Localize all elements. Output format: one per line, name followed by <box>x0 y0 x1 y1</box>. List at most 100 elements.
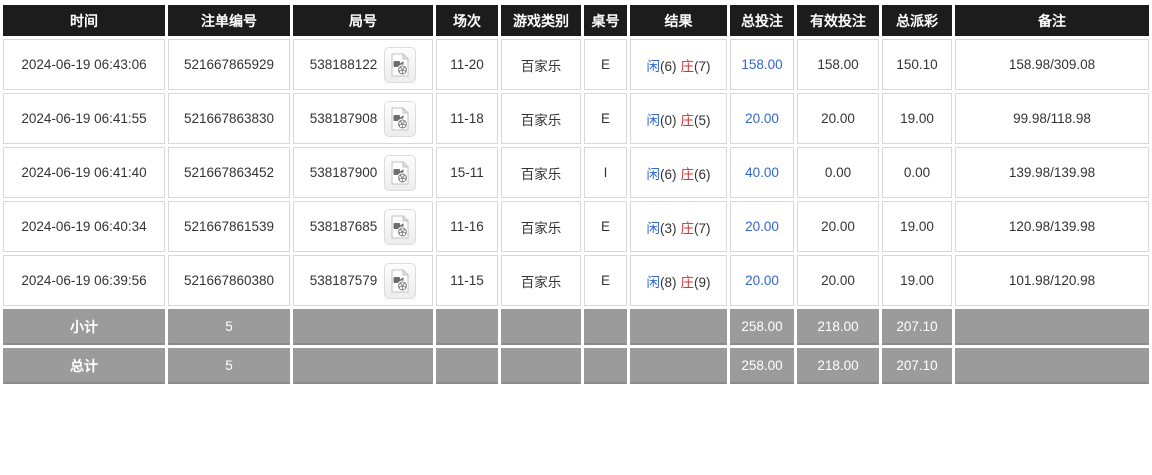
video-replay-button[interactable] <box>384 46 417 83</box>
total-bet-link[interactable]: 20.00 <box>745 219 779 234</box>
total-bet-link[interactable]: 158.00 <box>741 57 783 72</box>
cell-game-type: 百家乐 <box>501 201 581 252</box>
total-bet-link[interactable]: 20.00 <box>745 273 779 288</box>
cell-total-bet: 20.00 <box>730 93 794 144</box>
table-row: 2024-06-19 06:40:34 521667861539 5381876… <box>3 201 1149 252</box>
table-row: 2024-06-19 06:43:06 521667865929 5381881… <box>3 39 1149 90</box>
cell-result: 闲(8) 庄(9) <box>630 255 727 306</box>
video-replay-button[interactable] <box>384 208 417 245</box>
column-header-table-no: 桌号 <box>584 5 627 36</box>
subtotal-label: 小计 <box>3 309 165 345</box>
result-player-label: 闲 <box>646 274 661 290</box>
round-number: 538187579 <box>309 273 378 288</box>
cell-valid-bet: 158.00 <box>797 39 879 90</box>
cell-valid-bet: 20.00 <box>797 255 879 306</box>
cell-result: 闲(3) 庄(7) <box>630 201 727 252</box>
column-header-result: 结果 <box>630 5 727 36</box>
result-player-label: 闲 <box>646 166 661 182</box>
cell-session: 11-20 <box>436 39 498 90</box>
cell-game-type: 百家乐 <box>501 93 581 144</box>
video-file-icon <box>391 160 410 184</box>
cell-table-no: E <box>584 39 627 90</box>
video-replay-button[interactable] <box>384 154 417 191</box>
cell-total-bet: 20.00 <box>730 201 794 252</box>
grand-total-row: 总计 5 258.00 218.00 207.10 <box>3 348 1149 384</box>
grand-total-valid-bet: 218.00 <box>797 348 879 384</box>
column-header-valid-bet: 有效投注 <box>797 5 879 36</box>
table-row: 2024-06-19 06:39:56 521667860380 5381875… <box>3 255 1149 306</box>
result-player-value: (6) <box>660 58 677 74</box>
cell-game-type: 百家乐 <box>501 147 581 198</box>
result-banker-label: 庄 <box>680 274 695 290</box>
cell-game-type: 百家乐 <box>501 39 581 90</box>
cell-table-no: I <box>584 147 627 198</box>
cell-time: 2024-06-19 06:40:34 <box>3 201 165 252</box>
cell-round: 538187908 <box>293 93 433 144</box>
subtotal-empty-result <box>630 309 727 345</box>
cell-round: 538188122 <box>293 39 433 90</box>
cell-valid-bet: 20.00 <box>797 201 879 252</box>
cell-bet-id: 521667863452 <box>168 147 290 198</box>
result-banker-value: (7) <box>694 220 711 236</box>
round-number: 538187685 <box>309 219 378 234</box>
grand-total-total-bet: 258.00 <box>730 348 794 384</box>
header-row: 时间 注单编号 局号 场次 游戏类别 桌号 结果 总投注 有效投注 总派彩 备注 <box>3 5 1149 36</box>
cell-session: 11-18 <box>436 93 498 144</box>
grand-total-empty-table-no <box>584 348 627 384</box>
column-header-total-bet: 总投注 <box>730 5 794 36</box>
cell-bet-id: 521667865929 <box>168 39 290 90</box>
result-player-value: (3) <box>660 220 677 236</box>
video-file-icon <box>391 52 410 76</box>
cell-remark: 139.98/139.98 <box>955 147 1149 198</box>
video-replay-button[interactable] <box>384 262 417 299</box>
result-banker-value: (7) <box>694 58 711 74</box>
cell-total-payout: 19.00 <box>882 255 952 306</box>
round-number: 538187900 <box>309 165 378 180</box>
cell-round: 538187900 <box>293 147 433 198</box>
grand-total-empty-session <box>436 348 498 384</box>
cell-result: 闲(0) 庄(5) <box>630 93 727 144</box>
grand-total-empty-remark <box>955 348 1149 384</box>
result-player-value: (8) <box>660 274 677 290</box>
grand-total-empty-round <box>293 348 433 384</box>
grand-total-total-payout: 207.10 <box>882 348 952 384</box>
result-player-label: 闲 <box>646 220 661 236</box>
cell-session: 15-11 <box>436 147 498 198</box>
round-number: 538188122 <box>309 57 378 72</box>
cell-session: 11-15 <box>436 255 498 306</box>
cell-result: 闲(6) 庄(7) <box>630 39 727 90</box>
cell-game-type: 百家乐 <box>501 255 581 306</box>
total-bet-link[interactable]: 20.00 <box>745 111 779 126</box>
table-row: 2024-06-19 06:41:40 521667863452 5381879… <box>3 147 1149 198</box>
grand-total-empty-result <box>630 348 727 384</box>
cell-remark: 120.98/139.98 <box>955 201 1149 252</box>
round-number: 538187908 <box>309 111 378 126</box>
cell-result: 闲(6) 庄(6) <box>630 147 727 198</box>
result-banker-value: (5) <box>694 112 711 128</box>
result-banker-label: 庄 <box>680 166 695 182</box>
subtotal-total-payout: 207.10 <box>882 309 952 345</box>
column-header-session: 场次 <box>436 5 498 36</box>
video-file-icon <box>391 268 410 292</box>
total-bet-link[interactable]: 40.00 <box>745 165 779 180</box>
result-player-value: (0) <box>660 112 677 128</box>
cell-round: 538187685 <box>293 201 433 252</box>
cell-remark: 158.98/309.08 <box>955 39 1149 90</box>
column-header-time: 时间 <box>3 5 165 36</box>
subtotal-empty-game-type <box>501 309 581 345</box>
subtotal-empty-remark <box>955 309 1149 345</box>
cell-table-no: E <box>584 201 627 252</box>
column-header-bet-id: 注单编号 <box>168 5 290 36</box>
video-replay-button[interactable] <box>384 100 417 137</box>
column-header-round: 局号 <box>293 5 433 36</box>
result-player-label: 闲 <box>646 112 661 128</box>
subtotal-total-bet: 258.00 <box>730 309 794 345</box>
subtotal-count: 5 <box>168 309 290 345</box>
grand-total-empty-game-type <box>501 348 581 384</box>
result-player-value: (6) <box>660 166 677 182</box>
cell-round: 538187579 <box>293 255 433 306</box>
cell-total-bet: 158.00 <box>730 39 794 90</box>
subtotal-row: 小计 5 258.00 218.00 207.10 <box>3 309 1149 345</box>
result-banker-label: 庄 <box>680 220 695 236</box>
cell-valid-bet: 20.00 <box>797 93 879 144</box>
